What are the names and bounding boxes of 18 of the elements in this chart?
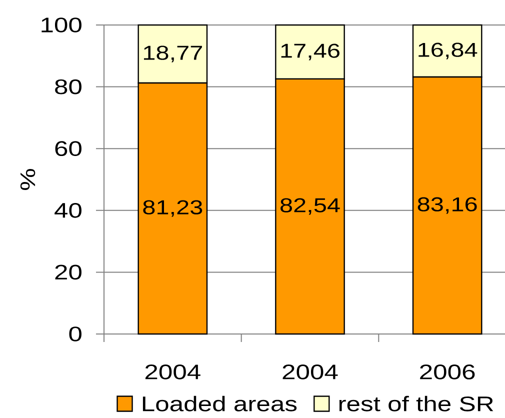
y-tick-label: 0 bbox=[69, 326, 82, 342]
data-label: 82,54 bbox=[280, 198, 340, 215]
legend-label: rest of the SR bbox=[339, 396, 494, 412]
data-label: 17,46 bbox=[281, 44, 340, 60]
y-tick-label: 100 bbox=[42, 18, 82, 32]
x-tick-label: 2004 bbox=[145, 364, 200, 380]
x-tick-label: 2004 bbox=[282, 364, 338, 380]
legend-label: Loaded areas bbox=[142, 396, 297, 412]
y-tick-label: 40 bbox=[54, 202, 82, 218]
y-tick-label: 60 bbox=[55, 141, 82, 156]
y-tick-label: 20 bbox=[55, 264, 82, 280]
data-label: 83,16 bbox=[418, 197, 477, 214]
data-label: 81,23 bbox=[143, 200, 202, 217]
y-axis-title: % bbox=[20, 169, 36, 190]
y-tick-label: 80 bbox=[55, 79, 82, 94]
data-label: 18,77 bbox=[144, 46, 202, 62]
x-tick-label: 2006 bbox=[420, 364, 475, 380]
data-label: 16,84 bbox=[418, 42, 478, 60]
